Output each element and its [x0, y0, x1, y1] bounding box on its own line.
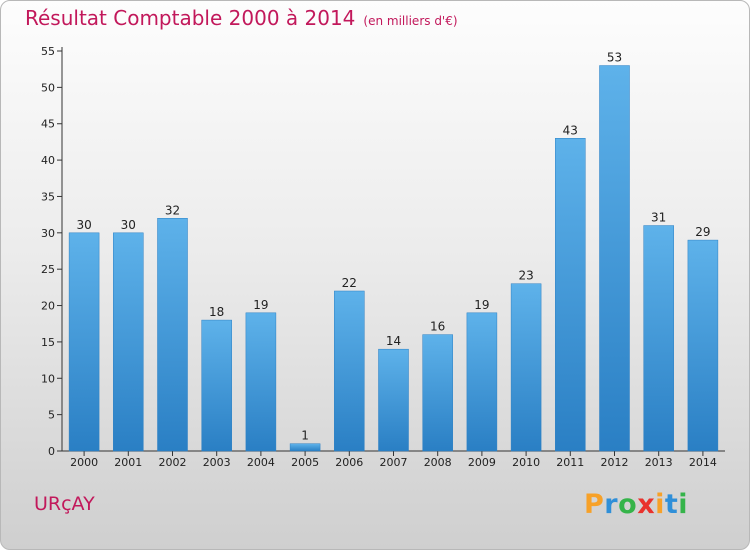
bar-value-label: 22: [342, 276, 357, 290]
bar: [599, 65, 630, 452]
y-tick-label: 55: [41, 45, 55, 58]
y-tick-label: 25: [41, 263, 55, 276]
bar-value-label: 29: [695, 225, 710, 239]
bar-value-label: 19: [474, 298, 489, 312]
bar: [466, 312, 498, 452]
bar: [510, 283, 542, 452]
labels: 30 2000 30 2001 32 2002 18 2003 19 2004 1 2005 22 200…: [70, 51, 717, 469]
bar: [201, 319, 232, 452]
proxiti-logo[interactable]: Proxiti: [584, 489, 688, 520]
bar-value-label: 30: [121, 218, 136, 232]
x-tick-label: 2008: [424, 456, 452, 469]
logo-letter: o: [618, 489, 638, 520]
x-tick-label: 2006: [335, 456, 363, 469]
x-tick-label: 2003: [203, 456, 231, 469]
chart-subtitle: (en milliers d'€): [363, 14, 458, 28]
y-tick-label: 20: [41, 300, 55, 313]
logo-letter: i: [655, 489, 665, 520]
bar-value-label: 14: [386, 334, 401, 348]
x-tick-label: 2012: [601, 456, 629, 469]
bar-value-label: 16: [430, 320, 445, 334]
logo-letter: i: [678, 489, 689, 520]
x-tick-label: 2004: [247, 456, 275, 469]
bar: [245, 312, 277, 452]
y-tick-label: 50: [41, 81, 55, 94]
bar-value-label: 30: [76, 218, 91, 232]
bar: [687, 239, 719, 452]
bar: [289, 443, 321, 452]
y-tick-label: 0: [48, 445, 55, 458]
chart-title: Résultat Comptable 2000 à 2014 (en millie…: [25, 6, 458, 30]
bar-value-label: 32: [165, 203, 180, 217]
bar-value-label: 19: [253, 298, 268, 312]
y-tick-label: 10: [41, 372, 55, 385]
bar-value-label: 23: [518, 269, 533, 283]
x-tick-label: 2014: [689, 456, 717, 469]
x-tick-label: 2007: [380, 456, 408, 469]
logo-letter: x: [637, 489, 656, 520]
logo-letter: t: [664, 489, 679, 520]
bars: [68, 65, 719, 452]
bar-value-label: 43: [563, 123, 578, 137]
y-tick-label: 30: [41, 227, 55, 240]
location-name: URçAY: [34, 493, 95, 515]
y-tick-label: 35: [41, 190, 55, 203]
x-tick-label: 2001: [114, 456, 142, 469]
bar-value-label: 31: [651, 211, 666, 225]
x-tick-label: 2000: [70, 456, 98, 469]
x-tick-label: 2011: [556, 456, 584, 469]
y-tick-label: 40: [41, 154, 55, 167]
x-tick-label: 2013: [645, 456, 673, 469]
bar: [643, 225, 674, 452]
logo-letter: r: [604, 489, 619, 520]
bar-value-label: 18: [209, 305, 224, 319]
x-tick-label: 2010: [512, 456, 540, 469]
bar: [157, 218, 188, 452]
bar-value-label: 1: [301, 429, 309, 443]
title-text: Résultat Comptable 2000 à 2014: [25, 6, 356, 30]
x-tick-label: 2002: [159, 456, 187, 469]
x-tick-label: 2005: [291, 456, 319, 469]
y-tick-label: 15: [41, 336, 55, 349]
logo-letter: P: [584, 489, 605, 520]
bar: [334, 290, 365, 452]
bar: [422, 334, 453, 452]
bar: [555, 138, 586, 452]
bar-value-label: 53: [607, 51, 622, 65]
bar: [68, 232, 100, 452]
bar: [378, 348, 409, 452]
y-tick-label: 45: [41, 118, 55, 131]
y-tick-label: 5: [48, 409, 55, 422]
x-tick-label: 2009: [468, 456, 496, 469]
bar: [113, 232, 144, 452]
